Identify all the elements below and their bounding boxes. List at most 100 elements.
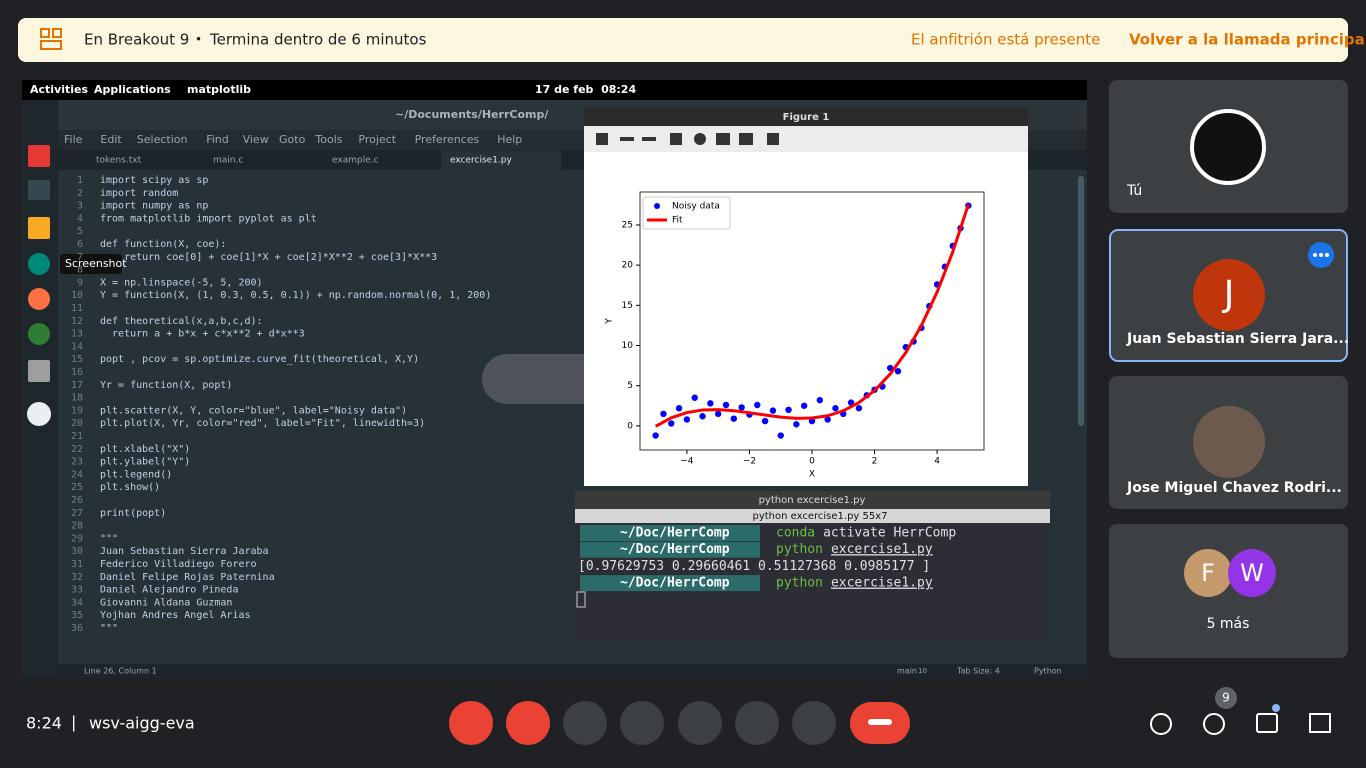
code-line: """ [100, 623, 118, 634]
y-tick-label: 10 [622, 341, 634, 351]
line-number: 5 [77, 226, 83, 237]
menu-item[interactable]: Help [497, 133, 522, 146]
code-line: def theoretical(x,a,b,c,d): [100, 316, 263, 327]
tile [1109, 524, 1348, 658]
y-tick-label: 25 [622, 220, 633, 230]
data-point [761, 417, 769, 425]
command-arg: excercise1.py [831, 542, 933, 557]
x-tick-label: −2 [743, 457, 756, 467]
menu-item[interactable]: Tools [314, 133, 342, 146]
prompt-path: ~/Doc/HerrComp [620, 542, 730, 557]
menu-item[interactable]: Edit [100, 133, 122, 146]
legend-label: Noisy data [672, 202, 720, 212]
terminal-output: [0.97629753 0.29660461 0.51127368 0.0985… [578, 559, 930, 574]
menu-item[interactable]: Selection [137, 133, 188, 146]
participant-name: Tú [1126, 183, 1142, 199]
line-number: 11 [71, 303, 83, 314]
hand-button[interactable] [620, 701, 664, 745]
code-line: plt.plot(X, Yr, color="red", label="Fit"… [100, 418, 425, 429]
avatar-initial: F [1201, 559, 1215, 587]
avatar [1190, 109, 1266, 185]
tab[interactable]: example.c [332, 156, 379, 166]
avatar [1193, 259, 1265, 331]
tab[interactable]: main.c [213, 156, 243, 166]
line-number: 26 [71, 495, 83, 506]
avatar [1184, 549, 1232, 597]
mic-button[interactable] [449, 701, 493, 745]
present-button[interactable] [735, 701, 779, 745]
data-point [730, 415, 738, 422]
line-number: 7 [77, 252, 83, 263]
line-number: 24 [71, 469, 83, 480]
more-dots [1313, 253, 1329, 257]
code-line: Daniel Alejandro Pineda [100, 585, 238, 596]
line-number: 34 [71, 597, 83, 608]
people-button[interactable] [1203, 713, 1225, 735]
back-link[interactable]: Volver a la llamada principal [1129, 31, 1366, 49]
menu-item[interactable]: Project [358, 133, 396, 146]
data-point [722, 401, 730, 409]
line-number: 22 [71, 444, 83, 455]
code-line: Giovanni Aldana Guzman [100, 597, 232, 608]
code-line: def function(X, coe): [100, 239, 226, 250]
legend-label: Fit [672, 216, 683, 226]
menu-item[interactable]: Goto [279, 133, 306, 146]
info-button[interactable] [1150, 713, 1172, 735]
line-number: 33 [71, 585, 83, 596]
options-button[interactable] [792, 701, 836, 745]
x-tick-label: −4 [680, 457, 694, 467]
command-arg: excercise1.py [831, 576, 933, 591]
prompt-bg [580, 541, 760, 558]
y-axis-label: Y [605, 318, 615, 325]
line-number: 30 [71, 546, 83, 557]
code-line: Y = function(X, (1, 0.3, 0.5, 0.1)) + np… [100, 290, 491, 301]
gnome-topbar [22, 80, 1087, 100]
line-number: 14 [71, 341, 83, 352]
data-point [707, 400, 714, 407]
line-number: 27 [71, 508, 83, 519]
menu-item[interactable]: View [243, 133, 269, 146]
y-tick-label: 0 [627, 421, 633, 431]
line-number: 21 [71, 431, 83, 442]
prompt-path: ~/Doc/HerrComp [620, 526, 730, 541]
chat-dot [1272, 704, 1280, 712]
clock: 17 de feb 08:24 [535, 83, 636, 96]
emoji-button[interactable] [678, 701, 722, 745]
menu-item[interactable]: Find [206, 133, 229, 146]
line-number: 20 [71, 418, 83, 429]
line-number: 10 [71, 290, 83, 301]
tooltip-bg [60, 254, 122, 274]
tab[interactable]: tokens.txt [96, 156, 142, 166]
data-point [855, 405, 863, 412]
code-line: from matplotlib import pyplot as plt [100, 213, 317, 224]
menu-item[interactable]: Preferences [415, 133, 480, 146]
y-tick-label: 15 [622, 301, 633, 311]
captions-button[interactable] [563, 701, 607, 745]
status-position: Line 26, Column 1 [84, 667, 157, 676]
command: python [776, 542, 823, 557]
activities-button[interactable] [1309, 713, 1331, 733]
code-line: Yr = function(X, popt) [100, 380, 232, 391]
code-line: import scipy as sp [100, 175, 208, 186]
cursor [576, 591, 586, 608]
tooltip: Screenshot [65, 257, 127, 270]
code-line: Federico Villadiego Forero [100, 559, 257, 570]
line-number: 25 [71, 482, 83, 493]
breakout-name: En Breakout 9 [84, 31, 189, 49]
data-point [652, 432, 659, 439]
menu-item[interactable]: File [64, 133, 83, 146]
avatar-initial: J [1222, 274, 1235, 315]
line-number: 18 [71, 393, 83, 404]
participant-name: 5 más [1207, 616, 1250, 632]
terminal-tabbar [575, 509, 1050, 523]
camera-button[interactable] [506, 701, 550, 745]
chat-button[interactable] [1256, 713, 1278, 733]
toolbar-icons [596, 133, 779, 145]
line-number: 1 [77, 175, 83, 186]
data-point [894, 368, 902, 375]
command-arg: activate HerrComp [823, 526, 956, 541]
line-number: 35 [71, 610, 83, 621]
data-point [738, 404, 745, 411]
tab[interactable]: excercise1.py [450, 156, 513, 166]
